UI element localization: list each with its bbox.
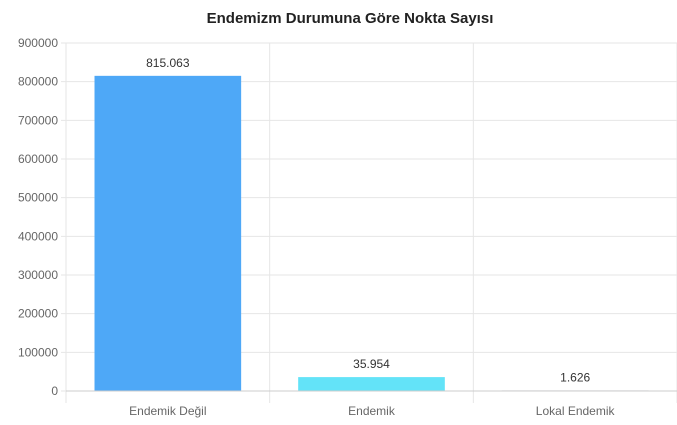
bars: 815.063 35.954 1.626 (94, 56, 649, 391)
y-tick-label: 700000 (18, 113, 58, 127)
y-tick-label: 500000 (18, 191, 58, 205)
x-tick-label: Endemik (348, 404, 396, 418)
bar (94, 75, 242, 391)
bar (298, 377, 445, 391)
y-tick-label: 0 (51, 384, 58, 398)
data-label: 35.954 (353, 357, 390, 371)
y-tick-label: 900000 (18, 36, 58, 50)
y-tick-label: 600000 (18, 152, 58, 166)
x-tick-label: Lokal Endemik (536, 404, 616, 418)
y-tick-label: 300000 (18, 268, 58, 282)
y-tick-label: 200000 (18, 307, 58, 321)
chart-title: Endemizm Durumuna Göre Nokta Sayısı (207, 10, 494, 27)
x-axis: Endemik Değil Endemik Lokal Endemik (66, 390, 677, 418)
x-tick-label: Endemik Değil (129, 404, 206, 418)
data-label: 1.626 (560, 370, 590, 384)
y-axis: 0 100000 200000 300000 400000 500000 600000 700… (18, 36, 58, 398)
y-tick-label: 400000 (18, 229, 58, 243)
y-tick-label: 800000 (18, 75, 58, 89)
data-label: 815.063 (146, 56, 190, 70)
y-tick-label: 100000 (18, 345, 58, 359)
